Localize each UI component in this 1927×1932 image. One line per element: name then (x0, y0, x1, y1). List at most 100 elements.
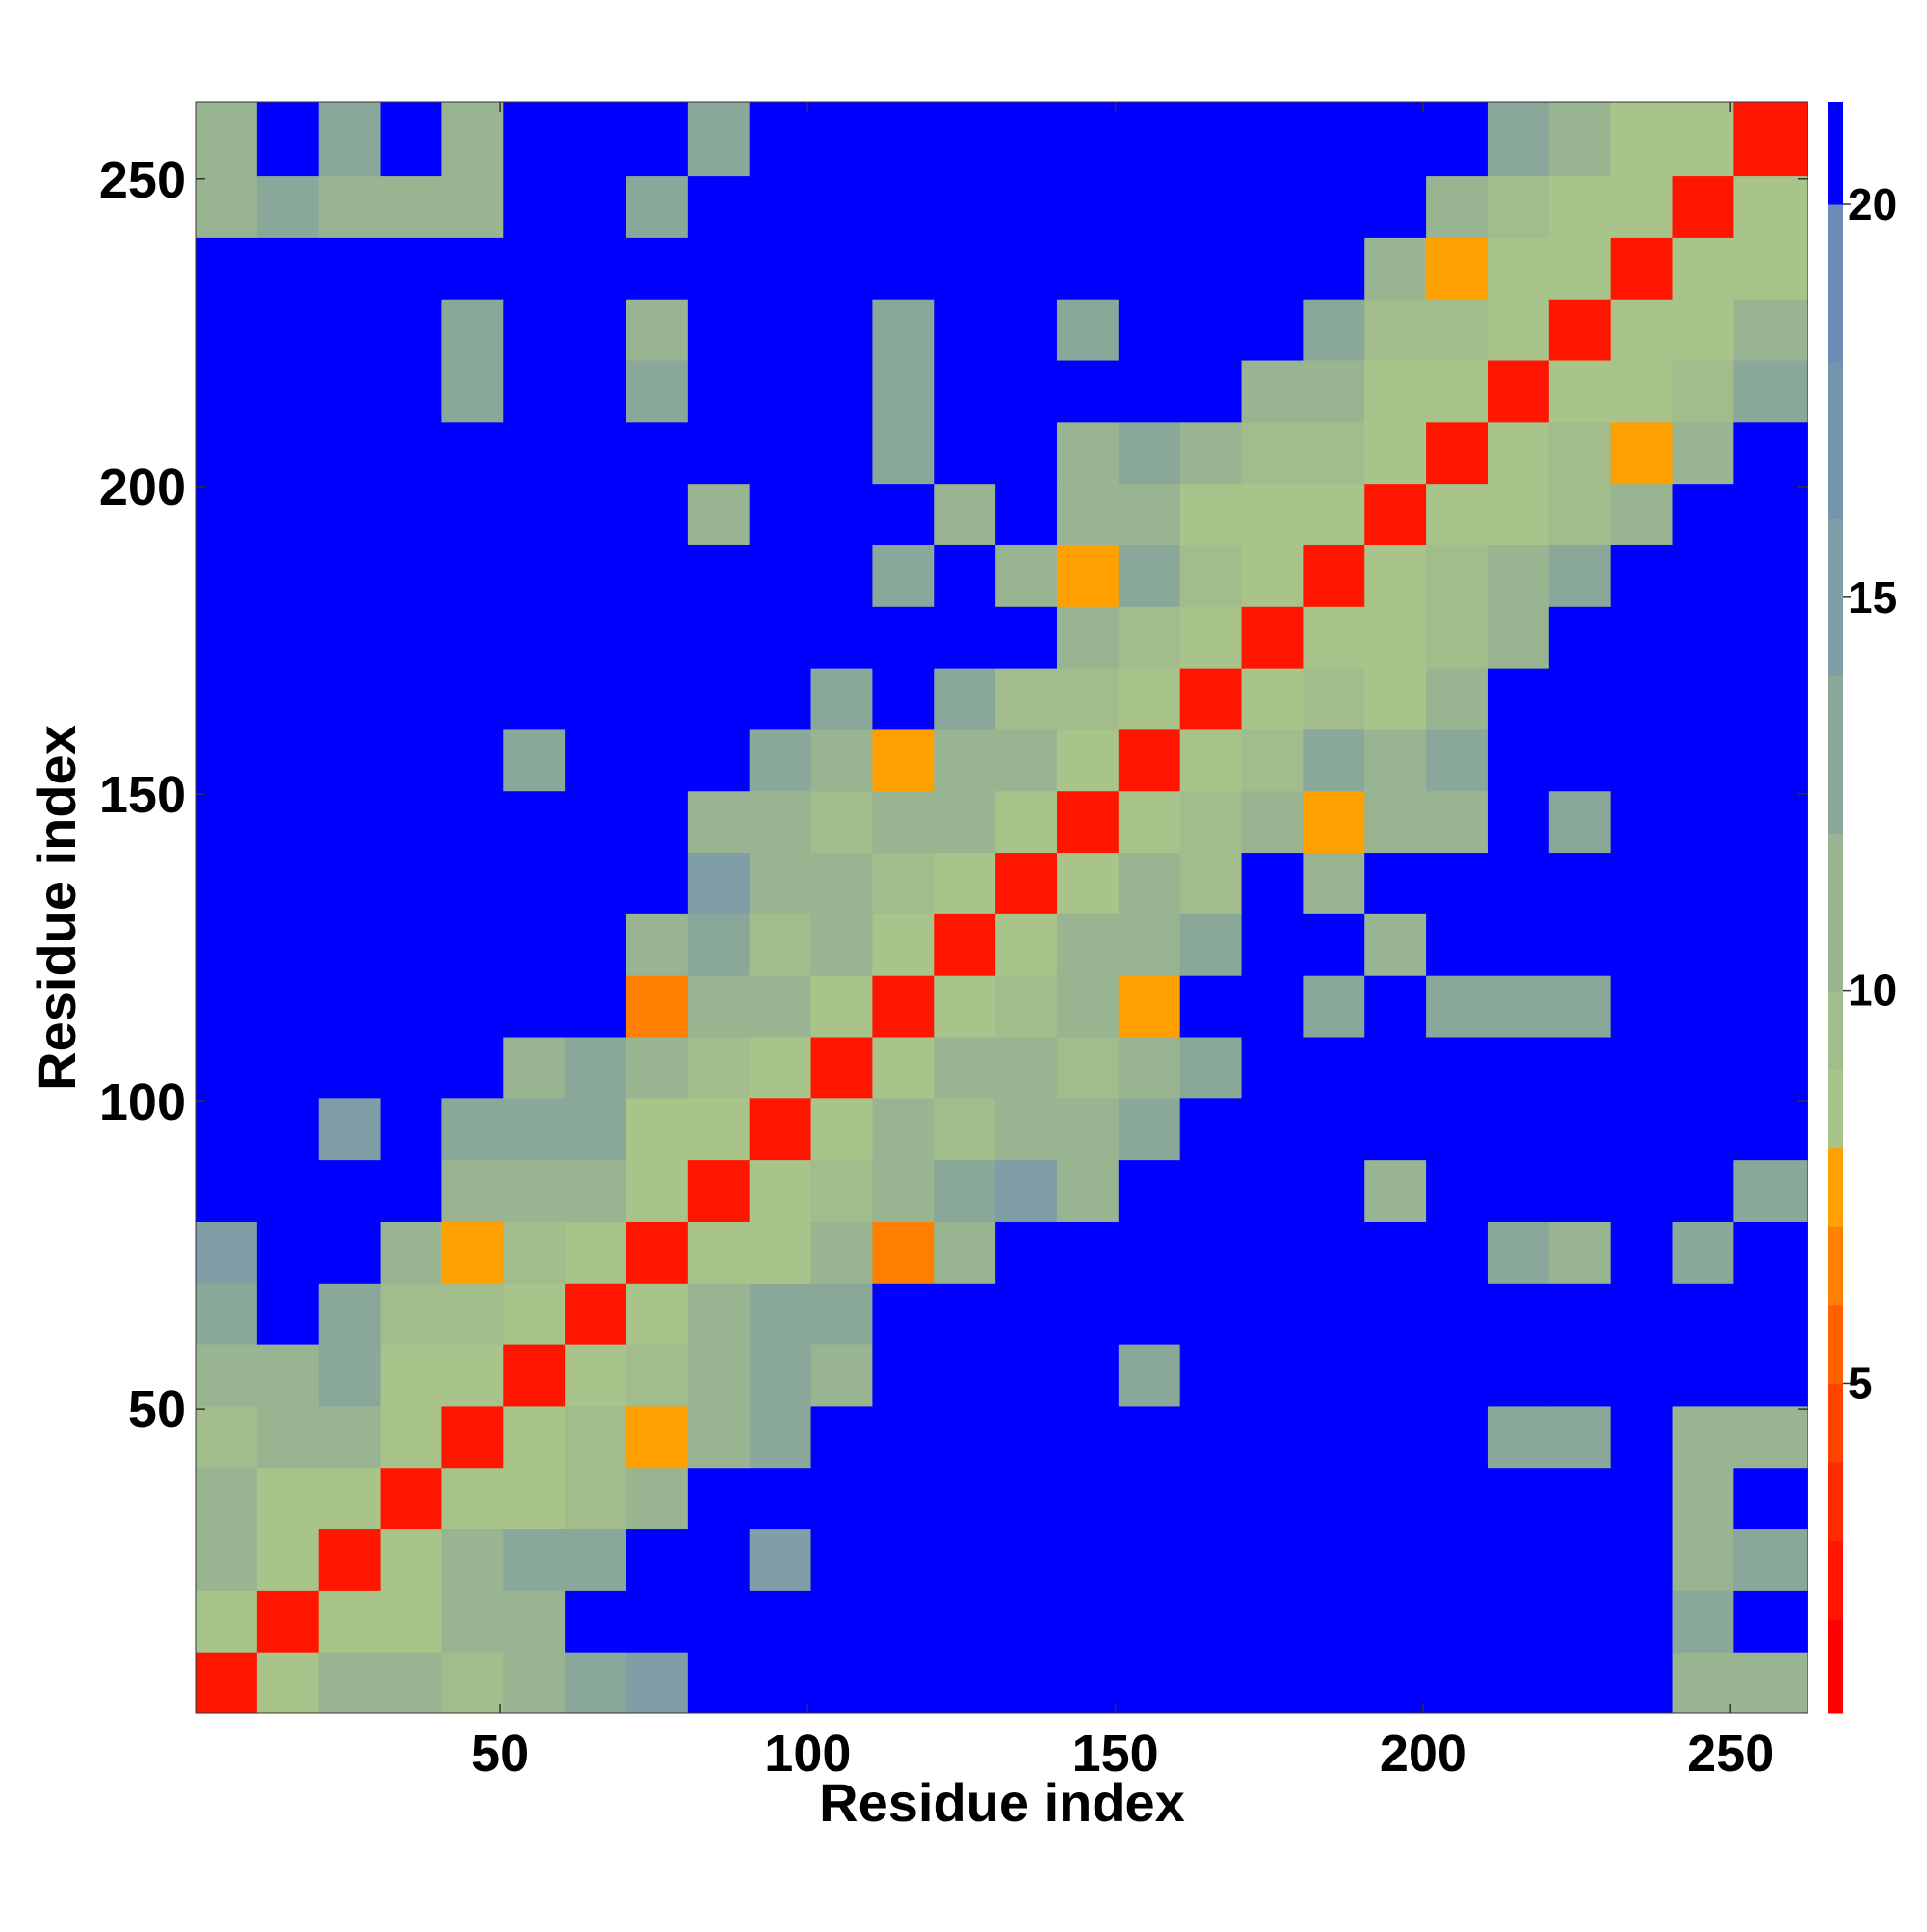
heatmap-cell (1118, 1590, 1181, 1653)
heatmap-cell (1548, 728, 1612, 792)
heatmap-cell (1303, 728, 1365, 792)
heatmap-cell (1548, 299, 1612, 361)
heatmap-cell (625, 1528, 689, 1591)
colorbar-segment (1828, 204, 1843, 362)
heatmap-cell (196, 544, 258, 607)
heatmap-cell (1548, 544, 1612, 607)
heatmap-cell (749, 421, 812, 485)
colorbar-segment (1828, 1069, 1843, 1149)
heatmap-cell (1610, 1590, 1674, 1653)
heatmap-cell (1303, 1467, 1365, 1530)
heatmap-cell (441, 606, 504, 669)
heatmap-cell (256, 1037, 320, 1099)
y-tick-label: 50 (128, 1381, 186, 1439)
heatmap-cell (625, 852, 689, 914)
heatmap-cell (872, 606, 935, 669)
heatmap-cell (503, 913, 566, 976)
heatmap-cell (503, 668, 566, 730)
heatmap-cell (687, 1528, 751, 1591)
heatmap-cell (503, 728, 566, 792)
heatmap-cell (196, 299, 258, 361)
heatmap-cell (1118, 1037, 1181, 1099)
heatmap-cell (1548, 606, 1612, 669)
heatmap-cell (1241, 1159, 1304, 1222)
heatmap-cell (1548, 1528, 1612, 1591)
heatmap-cell (749, 1037, 812, 1099)
heatmap-cell (380, 606, 442, 669)
heatmap-cell (503, 1590, 566, 1653)
heatmap-cell (441, 175, 504, 238)
heatmap-cell (1364, 728, 1427, 792)
heatmap-cell (1610, 852, 1674, 914)
heatmap-cell (196, 360, 258, 423)
heatmap-cell (1733, 668, 1808, 730)
heatmap-cell (934, 1159, 996, 1222)
heatmap-cell (1487, 1652, 1550, 1714)
heatmap-cell (1487, 606, 1550, 669)
heatmap-cell (872, 544, 935, 607)
heatmap-cell (565, 728, 627, 792)
heatmap-cell (625, 421, 689, 485)
heatmap-cell (1426, 1344, 1489, 1407)
heatmap-cell (1364, 1098, 1427, 1161)
heatmap-cell (1118, 360, 1181, 423)
heatmap-cell (1056, 790, 1120, 854)
heatmap-cell (687, 483, 751, 545)
heatmap-cell (503, 1283, 566, 1345)
heatmap-cell (441, 483, 504, 545)
heatmap-cell (1426, 1590, 1489, 1653)
heatmap-cell (749, 1344, 812, 1407)
heatmap-cell (256, 299, 320, 361)
heatmap-cell (565, 913, 627, 976)
heatmap-cell (1548, 421, 1612, 485)
heatmap-cell (256, 1467, 320, 1530)
heatmap-cell (256, 1159, 320, 1222)
heatmap-cell (1118, 299, 1181, 361)
heatmap-cell (256, 1590, 320, 1653)
heatmap-cell (318, 483, 382, 545)
heatmap-cell (565, 1159, 627, 1222)
heatmap-cell (1364, 1221, 1427, 1284)
heatmap-cell (1610, 1467, 1674, 1530)
heatmap-cell (256, 483, 320, 545)
heatmap-cell (934, 175, 996, 238)
heatmap-cell (625, 299, 689, 361)
heatmap-cell (1610, 728, 1674, 792)
colorbar-segment (1828, 1383, 1843, 1463)
colorbar-segment (1828, 1304, 1843, 1384)
heatmap-cell (1241, 1221, 1304, 1284)
heatmap-cell (1118, 1652, 1181, 1714)
heatmap-cell (1672, 1528, 1734, 1591)
heatmap-cell (810, 1467, 873, 1530)
colorbar-tick-label: 10 (1848, 966, 1897, 1016)
heatmap-cell (1672, 483, 1734, 545)
heatmap-cell (810, 544, 873, 607)
heatmap-cell (1364, 1528, 1427, 1591)
heatmap-cell (995, 360, 1058, 423)
heatmap-cell (318, 1159, 382, 1222)
heatmap-cell (565, 237, 627, 300)
heatmap-cell (625, 1037, 689, 1099)
heatmap-cell (872, 852, 935, 914)
heatmap-cell (1548, 360, 1612, 423)
heatmap-cell (380, 1467, 442, 1530)
heatmap-cell (1303, 1037, 1365, 1099)
heatmap-cell (687, 1221, 751, 1284)
heatmap-cell (1672, 1159, 1734, 1222)
x-tick-label: 100 (764, 1725, 851, 1783)
heatmap-cell (380, 360, 442, 423)
heatmap-cell (872, 790, 935, 854)
heatmap-cell (1487, 790, 1550, 854)
heatmap-cell (934, 790, 996, 854)
heatmap-cell (503, 606, 566, 669)
heatmap-cell (1056, 1652, 1120, 1714)
heatmap-cell (1364, 1590, 1427, 1653)
heatmap-cell (1241, 483, 1304, 545)
heatmap-cell (1610, 790, 1674, 854)
heatmap-cell (256, 1098, 320, 1161)
heatmap-cell (934, 913, 996, 976)
heatmap-cell (503, 483, 566, 545)
heatmap-cell (872, 1590, 935, 1653)
heatmap-cell (565, 1098, 627, 1161)
